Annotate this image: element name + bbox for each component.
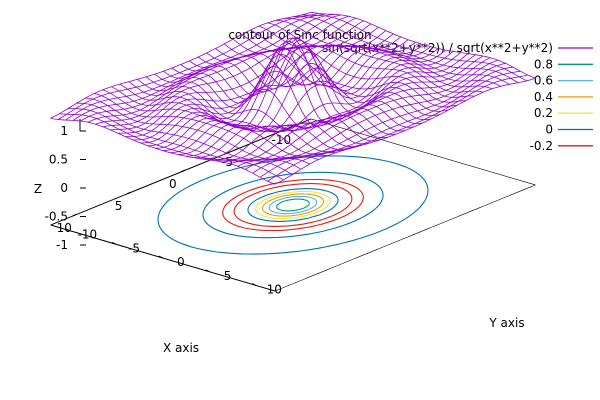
legend-label: -0.2 [530,139,553,153]
legend-label: 0.8 [534,57,553,71]
legend-label: 0.2 [534,106,553,120]
surface-line-x [137,78,362,148]
y-tick-label: 5 [224,269,232,283]
surface-line-y [252,66,514,174]
y-tick-mark [111,241,117,245]
y-tick-mark [252,283,257,286]
z-tick-label: 0.5 [49,153,68,167]
contour-line [233,183,353,227]
surface-line-y [274,77,536,185]
x-axis-label: X axis [163,341,199,355]
legend-label: 0.6 [534,74,553,88]
surface-line-x [50,117,276,185]
surface-mesh [50,11,536,185]
z-tick-label: 1 [60,124,68,138]
surface-line-x [68,108,293,175]
x-tick-label: 10 [57,221,72,235]
contour-line [261,193,325,217]
contour-line [247,188,339,222]
legend-label: 0 [545,123,553,137]
legend-label: 0.4 [534,90,553,104]
y-tick-mark [158,255,164,259]
z-tick-label: 0 [60,181,68,195]
y-axis-label: Y axis [488,316,524,330]
back-edge-y [274,184,536,292]
x-tick-label: 5 [115,199,123,213]
y-tick-label: -10 [77,228,97,242]
contour-line [202,171,384,239]
x-tick-mark [180,169,186,173]
x-tick-label: 0 [169,177,177,191]
z-axis-label: Z [34,182,42,196]
surface-line-y [259,70,521,178]
surface-line-x [59,113,284,181]
contour-line [276,198,310,212]
legend: sin(sqrt(x**2+y**2)) / sqrt(x**2+y**2)0.… [322,41,593,153]
x-tick-mark [72,213,77,217]
contour-lines [157,155,429,255]
z-tick-label: -0.5 [45,210,68,224]
y-tick-mark [205,269,210,273]
contour-line [222,178,364,232]
y-tick-mark [65,228,70,231]
surface-line-x [93,93,319,160]
y-tick-label: 0 [177,255,185,269]
contour-line [157,155,429,255]
surface-line-y [237,59,499,167]
contour-line [255,190,331,220]
surface-line-y [267,74,528,182]
x-tick-mark [126,191,131,195]
contour-line [268,195,318,215]
y-tick-label: 10 [267,283,282,297]
z-tick-label: -1 [56,238,68,252]
y-tick-label: -5 [128,241,140,255]
back-edge-x [310,118,536,186]
surface-line-x [76,102,302,170]
surface-line-x [85,97,310,165]
surface-line-y [244,62,506,170]
x-tick-label: -5 [221,155,233,169]
